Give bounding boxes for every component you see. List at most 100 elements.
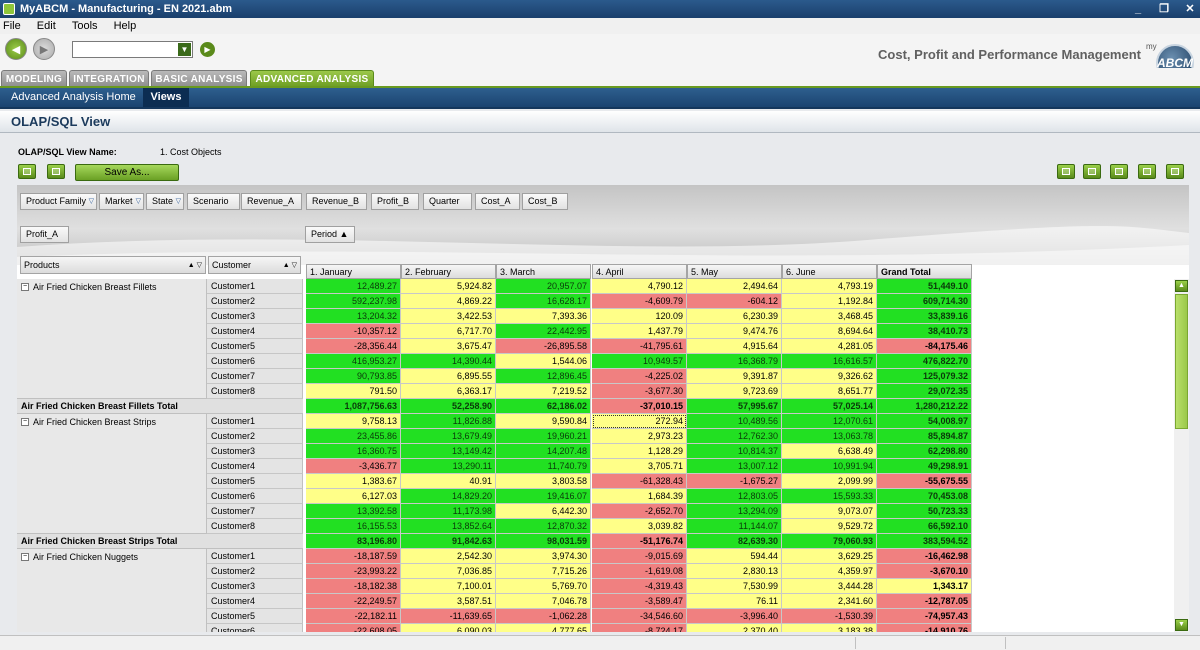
data-cell[interactable]: 12,762.30 bbox=[687, 429, 782, 444]
collapse-icon[interactable]: − bbox=[21, 553, 29, 561]
data-cell[interactable]: 6,442.30 bbox=[496, 504, 591, 519]
tab-basic-analysis[interactable]: BASIC ANALYSIS bbox=[151, 70, 247, 88]
tab-modeling[interactable]: MODELING bbox=[1, 70, 67, 88]
forward-button[interactable]: ▶ bbox=[33, 38, 55, 60]
filter-scenario[interactable]: Scenario bbox=[187, 193, 240, 210]
data-cell[interactable]: 4,793.19 bbox=[782, 279, 877, 294]
filter-icon[interactable]: ▽ bbox=[135, 198, 141, 205]
data-cell[interactable]: 2,341.60 bbox=[782, 594, 877, 609]
data-cell[interactable]: 10,814.37 bbox=[687, 444, 782, 459]
data-cell[interactable]: 11,826.88 bbox=[401, 414, 496, 429]
data-cell[interactable]: -26,895.58 bbox=[496, 339, 591, 354]
column-header[interactable]: 5. May bbox=[687, 264, 782, 279]
data-cell[interactable]: 9,326.62 bbox=[782, 369, 877, 384]
sort-filter-icon[interactable]: ▲ ▽ bbox=[282, 262, 297, 269]
data-cell[interactable]: 9,391.87 bbox=[687, 369, 782, 384]
data-cell[interactable]: 9,474.76 bbox=[687, 324, 782, 339]
data-cell[interactable]: 3,974.30 bbox=[496, 549, 591, 564]
data-cell[interactable]: 13,204.32 bbox=[306, 309, 401, 324]
data-cell[interactable]: 13,007.12 bbox=[687, 459, 782, 474]
nav-views[interactable]: Views bbox=[143, 88, 189, 107]
data-cell[interactable]: -604.12 bbox=[687, 294, 782, 309]
data-cell[interactable]: 272.94 bbox=[592, 414, 687, 429]
data-cell[interactable]: 6,638.49 bbox=[782, 444, 877, 459]
tab-integration[interactable]: INTEGRATION bbox=[69, 70, 149, 88]
data-cell[interactable]: -10,357.12 bbox=[306, 324, 401, 339]
data-cell[interactable]: 4,915.64 bbox=[687, 339, 782, 354]
nav-advanced-analysis-home[interactable]: Advanced Analysis Home bbox=[11, 91, 136, 103]
data-cell[interactable]: -84,175.46 bbox=[877, 339, 972, 354]
data-cell[interactable]: 4,281.05 bbox=[782, 339, 877, 354]
data-field-profit-a[interactable]: Profit_A bbox=[20, 226, 69, 243]
data-cell[interactable]: 49,298.91 bbox=[877, 459, 972, 474]
data-cell[interactable]: -9,015.69 bbox=[592, 549, 687, 564]
data-cell[interactable]: -22,182.11 bbox=[306, 609, 401, 624]
data-cell[interactable]: -16,462.98 bbox=[877, 549, 972, 564]
data-cell[interactable]: 6,090.03 bbox=[401, 624, 496, 632]
column-header[interactable]: 4. April bbox=[592, 264, 687, 279]
filter-profit-b[interactable]: Profit_B bbox=[371, 193, 419, 210]
data-cell[interactable]: 8,651.77 bbox=[782, 384, 877, 399]
total-cell[interactable]: -37,010.15 bbox=[592, 399, 687, 414]
data-cell[interactable]: -18,187.59 bbox=[306, 549, 401, 564]
filter-icon[interactable]: ▽ bbox=[88, 198, 94, 205]
filter-state[interactable]: State ▽ bbox=[146, 193, 184, 210]
data-cell[interactable]: 38,410.73 bbox=[877, 324, 972, 339]
data-cell[interactable]: 9,758.13 bbox=[306, 414, 401, 429]
chart-button[interactable] bbox=[1138, 164, 1156, 179]
column-header[interactable]: 1. January bbox=[306, 264, 401, 279]
data-cell[interactable]: -3,436.77 bbox=[306, 459, 401, 474]
data-cell[interactable]: -11,639.65 bbox=[401, 609, 496, 624]
close-button[interactable]: ✕ bbox=[1185, 3, 1195, 15]
data-cell[interactable]: 3,422.53 bbox=[401, 309, 496, 324]
data-cell[interactable]: 7,100.01 bbox=[401, 579, 496, 594]
collapse-icon[interactable]: − bbox=[21, 283, 29, 291]
data-cell[interactable]: 592,237.98 bbox=[306, 294, 401, 309]
row-field-customer[interactable]: Customer ▲ ▽ bbox=[208, 256, 301, 274]
data-cell[interactable]: 2,370.40 bbox=[687, 624, 782, 632]
data-cell[interactable]: 13,290.11 bbox=[401, 459, 496, 474]
data-cell[interactable]: 23,455.86 bbox=[306, 429, 401, 444]
data-cell[interactable]: 4,790.12 bbox=[592, 279, 687, 294]
total-cell[interactable]: -51,176.74 bbox=[592, 534, 687, 549]
filter-quarter[interactable]: Quarter bbox=[423, 193, 472, 210]
data-cell[interactable]: -1,530.39 bbox=[782, 609, 877, 624]
data-cell[interactable]: 15,593.33 bbox=[782, 489, 877, 504]
data-cell[interactable]: 4,777.65 bbox=[496, 624, 591, 632]
data-cell[interactable]: 12,803.05 bbox=[687, 489, 782, 504]
data-cell[interactable]: 1,128.29 bbox=[592, 444, 687, 459]
data-cell[interactable]: 9,529.72 bbox=[782, 519, 877, 534]
total-cell[interactable]: 98,031.59 bbox=[496, 534, 591, 549]
data-cell[interactable]: 11,144.07 bbox=[687, 519, 782, 534]
data-cell[interactable]: 10,949.57 bbox=[592, 354, 687, 369]
data-cell[interactable]: 14,207.48 bbox=[496, 444, 591, 459]
data-cell[interactable]: -3,589.47 bbox=[592, 594, 687, 609]
data-cell[interactable]: 14,829.20 bbox=[401, 489, 496, 504]
data-cell[interactable]: 2,494.64 bbox=[687, 279, 782, 294]
data-cell[interactable]: 29,072.35 bbox=[877, 384, 972, 399]
data-cell[interactable]: 20,957.07 bbox=[496, 279, 591, 294]
data-cell[interactable]: 6,127.03 bbox=[306, 489, 401, 504]
data-cell[interactable]: 1,343.17 bbox=[877, 579, 972, 594]
data-cell[interactable]: -14,910.76 bbox=[877, 624, 972, 632]
data-cell[interactable]: 7,036.85 bbox=[401, 564, 496, 579]
filter-product-family[interactable]: Product Family ▽ bbox=[20, 193, 97, 210]
column-header[interactable]: 6. June bbox=[782, 264, 877, 279]
data-cell[interactable]: 1,544.06 bbox=[496, 354, 591, 369]
data-cell[interactable]: 9,723.69 bbox=[687, 384, 782, 399]
data-cell[interactable]: 22,442.95 bbox=[496, 324, 591, 339]
total-cell[interactable]: 383,594.52 bbox=[877, 534, 972, 549]
data-cell[interactable]: 3,803.58 bbox=[496, 474, 591, 489]
data-cell[interactable]: 19,960.21 bbox=[496, 429, 591, 444]
total-cell[interactable]: 91,842.63 bbox=[401, 534, 496, 549]
filter-revenue-b[interactable]: Revenue_B bbox=[306, 193, 367, 210]
data-cell[interactable]: 125,079.32 bbox=[877, 369, 972, 384]
data-cell[interactable]: 2,542.30 bbox=[401, 549, 496, 564]
data-cell[interactable]: -23,993.22 bbox=[306, 564, 401, 579]
collapse-icon[interactable]: − bbox=[21, 418, 29, 426]
data-cell[interactable]: -55,675.55 bbox=[877, 474, 972, 489]
data-cell[interactable]: 12,870.32 bbox=[496, 519, 591, 534]
data-cell[interactable]: -74,957.43 bbox=[877, 609, 972, 624]
total-cell[interactable]: 57,025.14 bbox=[782, 399, 877, 414]
data-cell[interactable]: 13,852.64 bbox=[401, 519, 496, 534]
